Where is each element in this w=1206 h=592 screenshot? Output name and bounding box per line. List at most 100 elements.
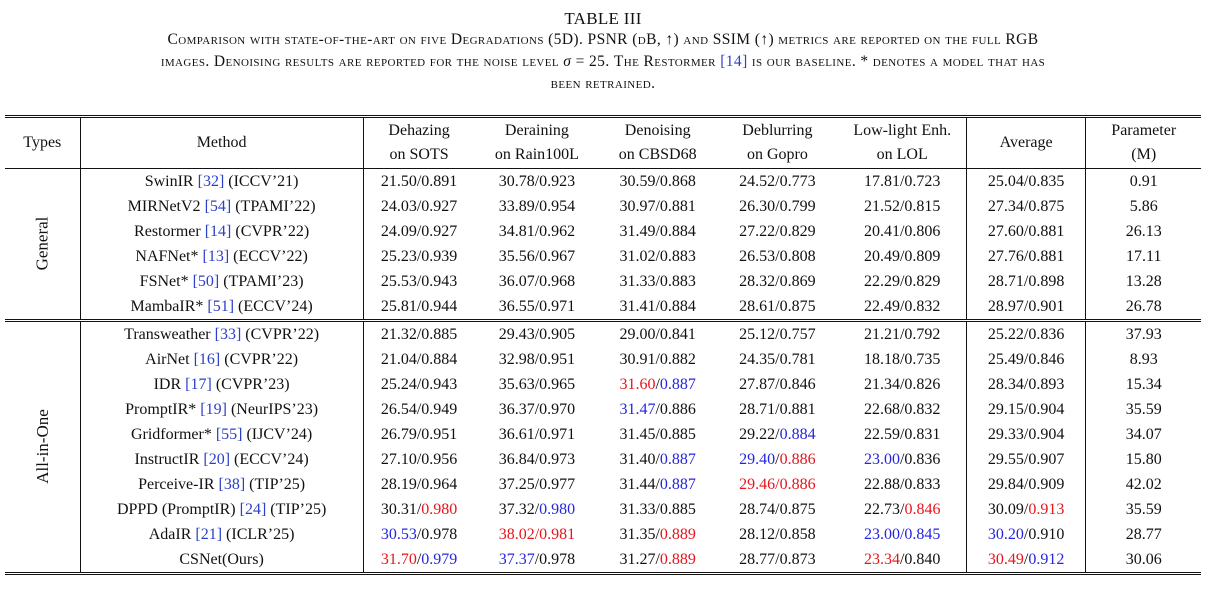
deraining-cell: 37.25/0.977	[475, 472, 600, 497]
citation-link[interactable]: [24]	[239, 501, 267, 518]
citation-link[interactable]: [32]	[197, 173, 225, 190]
metric-value: 17.81/0.723	[863, 173, 941, 190]
metric-value: /0.836	[899, 451, 941, 468]
metric-value: 31.02/0.883	[619, 248, 696, 265]
deblurring-cell: 26.53/0.808	[716, 244, 839, 269]
lowlight-cell: 21.21/0.792	[838, 320, 967, 347]
header-dehazing-l2: on SOTS	[389, 146, 449, 163]
parameter-cell: 35.59	[1125, 401, 1162, 418]
parameter-cell: 15.80	[1125, 451, 1162, 468]
citation-link[interactable]: [54]	[204, 198, 232, 215]
metric-value: /	[655, 376, 660, 393]
dehazing-cell: 25.23/0.939	[363, 244, 474, 269]
denoising-cell: 31.47/0.886	[599, 397, 716, 422]
method-venue: (ICCV’21)	[224, 173, 299, 190]
citation-link[interactable]: [38]	[218, 476, 246, 493]
caption-text: Comparison with state-of-the-art on five…	[0, 29, 1206, 95]
method-cell: MambaIR* [51] (ECCV’24)	[80, 294, 364, 322]
citation-link[interactable]: [13]	[202, 248, 230, 265]
deblurring-cell: 26.30/0.799	[716, 194, 839, 219]
parameter-cell: 28.77	[1125, 526, 1162, 543]
header-method: Method	[80, 116, 364, 169]
lowlight-cell: 22.68/0.832	[838, 397, 967, 422]
deblurring-cell: 25.12/0.757	[716, 321, 839, 348]
comparison-table: Types Method Dehazing on SOTS Deraining on…	[5, 115, 1201, 575]
method-cell: IDR [17] (CVPR’23)	[80, 372, 364, 397]
average-cell: 27.34/0.875	[966, 194, 1087, 219]
parameter-cell: 5.86	[1129, 198, 1158, 215]
citation-link[interactable]: [14]	[204, 223, 232, 240]
header-deblurring: Deblurring on Gopro	[716, 116, 839, 169]
method-name: SwinIR	[144, 173, 198, 190]
metric-value: 36.07/0.968	[498, 273, 576, 290]
header-denoising-l1: Denoising	[624, 122, 691, 139]
metric-value: 30.91/0.882	[619, 351, 696, 368]
metric-value: 18.18/0.735	[863, 351, 941, 368]
caption-line2-c: . The Restormer	[605, 53, 721, 70]
metric-value: 0.979	[421, 551, 458, 568]
parameter-cell: 35.59	[1125, 501, 1162, 518]
average-cell: 25.49/0.846	[966, 347, 1087, 372]
deblurring-cell: 28.74/0.875	[716, 497, 839, 522]
header-lowlight: Low-light Enh. on LOL	[838, 116, 967, 169]
citation-link[interactable]: [20]	[203, 451, 231, 468]
metric-value: 21.52/0.815	[863, 198, 941, 215]
metric-value: 23.34	[863, 551, 900, 568]
metric-value: 36.37/0.970	[498, 401, 576, 418]
dehazing-cell: 26.79/0.951	[363, 422, 474, 447]
metric-value: 35.56/0.967	[498, 248, 576, 265]
parameter-cell: 8.93	[1129, 351, 1158, 368]
metric-value: 23.00	[863, 451, 900, 468]
citation-link[interactable]: [51]	[207, 298, 235, 315]
metric-value: 28.71/0.881	[739, 401, 816, 418]
metric-value: 27.87/0.846	[739, 376, 816, 393]
citation-link[interactable]: [55]	[215, 426, 243, 443]
citation-link[interactable]: [33]	[214, 326, 242, 343]
method-cell: AdaIR [21] (ICLR’25)	[80, 522, 364, 547]
header-denoising: Denoising on CBSD68	[599, 116, 717, 169]
method-name: AdaIR	[148, 526, 196, 543]
lowlight-cell: 17.81/0.723	[838, 168, 967, 194]
citation-link[interactable]: [16]	[193, 351, 221, 368]
metric-value: 29.33/0.904	[987, 426, 1065, 443]
table-row: DPPD (PromptIR) [24] (TIP’25) 30.31/0.980…	[5, 497, 1201, 522]
deblurring-cell: 28.12/0.858	[716, 522, 839, 547]
lowlight-cell: 22.88/0.833	[838, 472, 967, 497]
header-deraining-l2: on Rain100L	[494, 146, 579, 163]
metric-value: 25.49/0.846	[987, 351, 1065, 368]
lowlight-cell: 23.34/0.840	[838, 547, 967, 574]
metric-value: 31.40/	[619, 451, 660, 468]
metric-value: 37.37	[498, 551, 535, 568]
metric-value: 20.41/0.806	[863, 223, 941, 240]
metric-value: 26.30/0.799	[739, 198, 816, 215]
dehazing-cell: 25.53/0.943	[363, 269, 474, 294]
method-venue: (ECCV’22)	[229, 248, 308, 265]
deblurring-cell: 29.22/0.884	[716, 422, 839, 447]
metric-value: 22.59/0.831	[863, 426, 941, 443]
average-cell: 25.04/0.835	[966, 168, 1087, 194]
table-row: All-in-One Transweather [33] (CVPR’22) 21.…	[5, 320, 1201, 574]
header-lowlight-l1: Low-light Enh.	[853, 122, 952, 139]
citation-link[interactable]: [50]	[192, 273, 220, 290]
deraining-cell: 33.89/0.954	[475, 194, 600, 219]
header-lowlight-l2: on LOL	[876, 146, 928, 163]
dehazing-cell: 24.09/0.927	[363, 219, 474, 244]
average-cell: 29.33/0.904	[966, 422, 1087, 447]
citation-link[interactable]: [17]	[185, 376, 212, 393]
caption-line2-d: is our baseline. * denotes a model that …	[747, 53, 1046, 70]
metric-value: 31.49/0.884	[619, 223, 696, 240]
dehazing-cell: 31.70/0.979	[363, 547, 474, 574]
metric-value: 22.73/	[863, 501, 905, 518]
citation-link[interactable]: [21]	[195, 526, 223, 543]
metric-value: 26.79/0.951	[380, 426, 458, 443]
caption-ref-link[interactable]: [14]	[720, 53, 748, 70]
method-venue: (TPAMI’23)	[219, 273, 304, 290]
metric-value: /	[1023, 551, 1029, 568]
table-body: General SwinIR [32] (ICCV’21) 21.50/0.891 3…	[5, 168, 1201, 574]
metric-value: /0.840	[899, 551, 941, 568]
table-row: General SwinIR [32] (ICCV’21) 21.50/0.891 3…	[5, 168, 1201, 322]
metric-value: 21.32/0.885	[380, 326, 458, 343]
table-title: TABLE III	[564, 9, 642, 28]
citation-link[interactable]: [19]	[200, 401, 227, 418]
deblurring-cell: 24.35/0.781	[716, 347, 839, 372]
